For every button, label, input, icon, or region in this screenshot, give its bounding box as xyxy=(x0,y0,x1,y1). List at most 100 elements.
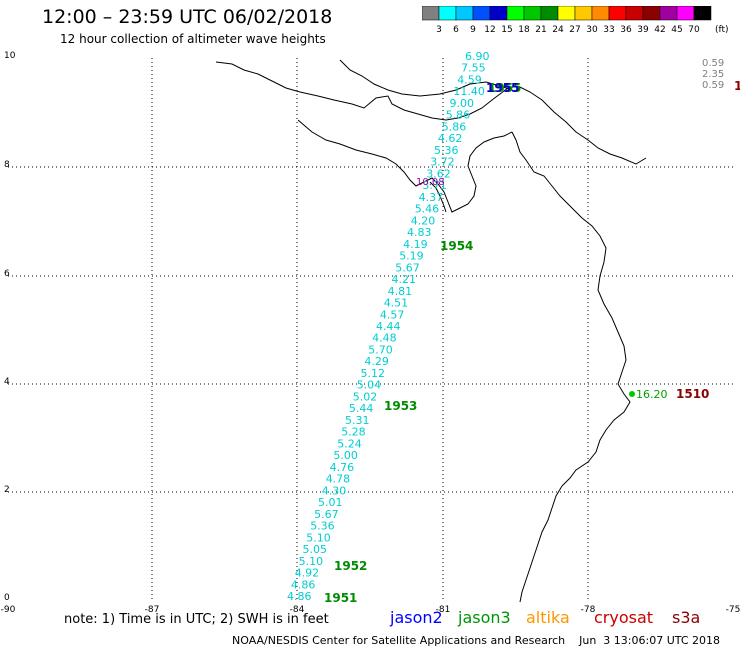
track-value: 5.36 xyxy=(310,520,335,533)
track-value: 3.62 xyxy=(426,167,451,180)
northeast-value: 0.59 xyxy=(702,80,724,91)
coastline-pacific xyxy=(297,119,513,213)
track-value: 5.67 xyxy=(395,261,420,274)
map-title: 12:00 – 23:59 UTC 06/02/2018 xyxy=(42,6,333,28)
track-value: 3.72 xyxy=(430,156,455,169)
track-value: 4.48 xyxy=(372,332,397,345)
satellite-legend-jason3: jason3 xyxy=(458,608,511,627)
coastline-isthmus xyxy=(429,181,447,213)
coastline xyxy=(215,59,647,603)
track-value: 4.86 xyxy=(287,590,312,603)
satellite-legend-altika: altika xyxy=(526,608,570,627)
track-value: 4.78 xyxy=(326,473,351,486)
track-value: 4.51 xyxy=(384,297,409,310)
colorbar-label: 21 xyxy=(535,25,546,35)
track-value: 4.19 xyxy=(403,238,428,251)
track-value: 5.01 xyxy=(318,496,343,509)
colorbar-label: 24 xyxy=(552,25,564,35)
track-value: 4.81 xyxy=(388,285,413,298)
track-value: 4.76 xyxy=(330,461,355,474)
pass-time-labels: 1955 1954 1953 1952 1951 xyxy=(324,81,521,605)
x-tick-label: -87 xyxy=(145,605,160,615)
track-value: 4.92 xyxy=(295,567,320,580)
wave-height-colorbar: 3 6 9 12 15 18 21 24 27 30 33 36 39 42 45 70 (ft) xyxy=(422,6,729,35)
colorbar-labels: 3 6 9 12 15 18 21 24 27 30 33 36 39 42 45 70 (ft) xyxy=(436,25,728,35)
colorbar-label: 27 xyxy=(569,25,580,35)
colorbar-swatches xyxy=(422,6,712,21)
track-value: 6.90 xyxy=(465,50,490,63)
track-value: 5.31 xyxy=(345,414,370,427)
satellite-track: 6.907.554.5911.409.005.865.864.625.363.7… xyxy=(287,50,490,603)
y-tick-label: 8 xyxy=(4,160,10,170)
track-value: 5.36 xyxy=(434,144,459,157)
pass-time-label: 1952 xyxy=(334,559,367,573)
y-axis-ticks: 0 2 4 6 8 10 xyxy=(4,51,16,603)
x-tick-label: -90 xyxy=(1,605,16,615)
jason2-time-label: 1955 xyxy=(486,81,519,95)
track-value: 4.29 xyxy=(364,355,389,368)
track-value: 5.70 xyxy=(368,344,393,357)
map-subtitle: 12 hour collection of altimeter wave hei… xyxy=(60,32,326,46)
track-value: 4.30 xyxy=(322,484,347,497)
track-value: 5.86 xyxy=(442,120,467,133)
track-value: 5.10 xyxy=(299,555,324,568)
colorbar-label: 33 xyxy=(603,25,614,35)
track-value: 4.86 xyxy=(291,578,316,591)
northeast-values: 0.592.350.59 xyxy=(702,58,724,91)
track-value: 4.62 xyxy=(438,132,463,145)
northeast-time: 1 xyxy=(734,79,740,93)
track-value: 5.04 xyxy=(357,379,382,392)
track-value: 5.12 xyxy=(361,367,386,380)
track-value: 4.37 xyxy=(419,191,444,204)
colorbar-label: 15 xyxy=(501,25,512,35)
northeast-value: 0.59 xyxy=(702,58,724,69)
colorbar-label: 12 xyxy=(484,25,495,35)
small-track-label: 10.08 xyxy=(416,177,445,188)
colorbar-label: 9 xyxy=(470,25,476,35)
note-text: note: 1) Time is in UTC; 2) SWH is in fe… xyxy=(64,612,329,627)
x-axis-ticks: -90 -87 -84 -81 -78 -75 xyxy=(1,605,740,615)
colorbar-label: 30 xyxy=(586,25,598,35)
colorbar-swatch xyxy=(693,6,712,21)
track-value: 4.57 xyxy=(380,308,405,321)
colorbar-unit: (ft) xyxy=(715,25,729,35)
track-value: 9.00 xyxy=(450,97,475,110)
y-tick-label: 0 xyxy=(4,593,10,603)
satellite-legend-jason2: jason2 xyxy=(390,608,443,627)
track-value: 4.83 xyxy=(407,226,432,239)
pass-time-label: 1951 xyxy=(324,591,357,605)
colorbar-label: 39 xyxy=(637,25,649,35)
colorbar-label: 6 xyxy=(453,25,459,35)
coastline-caribbean xyxy=(215,61,647,165)
colorbar-label: 45 xyxy=(671,25,682,35)
east-point-time: 1510 xyxy=(676,387,709,401)
east-point-marker xyxy=(629,391,635,397)
x-tick-label: -75 xyxy=(726,605,740,615)
satellite-legend-s3a: s3a xyxy=(672,608,701,627)
track-value: 5.24 xyxy=(337,437,362,450)
x-tick-label: -84 xyxy=(290,605,305,615)
track-value: 5.05 xyxy=(303,543,328,556)
track-value: 11.40 xyxy=(453,85,485,98)
track-value: 5.19 xyxy=(399,250,424,263)
track-value: 4.44 xyxy=(376,320,401,333)
track-value: 4.20 xyxy=(411,214,436,227)
y-tick-label: 10 xyxy=(4,51,16,61)
credit-text: NOAA/NESDIS Center for Satellite Applica… xyxy=(232,634,720,647)
northeast-value: 2.35 xyxy=(702,69,724,80)
track-value: 5.46 xyxy=(415,203,440,216)
colorbar-label: 3 xyxy=(436,25,442,35)
satellite-legend-cryosat: cryosat xyxy=(594,608,654,627)
track-value: 5.86 xyxy=(446,109,471,122)
coastline-colombia-north xyxy=(339,59,513,97)
colorbar-label: 18 xyxy=(518,25,530,35)
track-value: 5.02 xyxy=(353,390,378,403)
track-value: 4.21 xyxy=(392,273,417,286)
track-value: 4.59 xyxy=(457,74,482,87)
track-value: 5.44 xyxy=(349,402,374,415)
colorbar-label: 36 xyxy=(620,25,632,35)
x-tick-label: -81 xyxy=(436,605,451,615)
track-value: 5.28 xyxy=(341,426,366,439)
colorbar-label: 70 xyxy=(688,25,700,35)
